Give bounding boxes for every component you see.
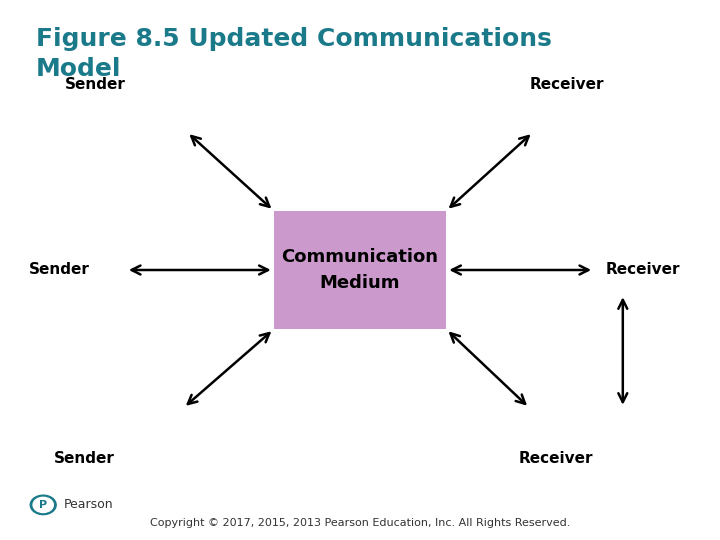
Text: Sender: Sender: [65, 77, 126, 92]
Circle shape: [33, 497, 53, 512]
Text: Sender: Sender: [29, 262, 90, 278]
Text: Figure 8.5 Updated Communications
Model: Figure 8.5 Updated Communications Model: [36, 27, 552, 80]
Bar: [274, 211, 446, 329]
Text: Sender: Sender: [54, 451, 115, 466]
Text: Receiver: Receiver: [606, 262, 680, 278]
Text: Receiver: Receiver: [518, 451, 593, 466]
Text: Receiver: Receiver: [529, 77, 603, 92]
Text: Copyright © 2017, 2015, 2013 Pearson Education, Inc. All Rights Reserved.: Copyright © 2017, 2015, 2013 Pearson Edu…: [150, 518, 570, 528]
Text: P: P: [39, 500, 48, 510]
Circle shape: [30, 495, 56, 515]
Text: Pearson: Pearson: [63, 498, 113, 511]
Text: Communication
Medium: Communication Medium: [282, 248, 438, 292]
